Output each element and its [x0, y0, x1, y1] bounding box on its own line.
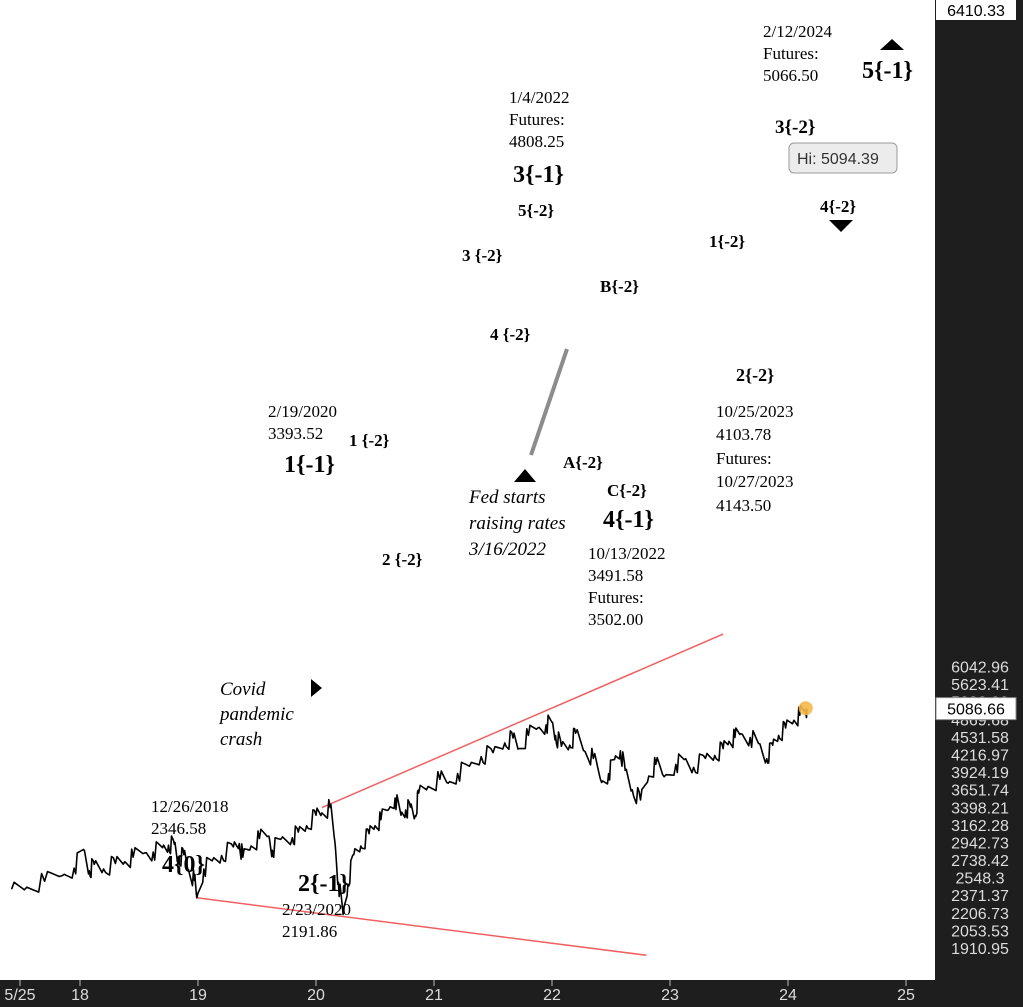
- annot-2-2-date: 10/25/2023: [716, 402, 793, 421]
- annot-4-1-date: 10/13/2022: [588, 544, 665, 563]
- fed-note-line1: Fed starts: [468, 487, 546, 508]
- annot-3-2-price: 5066.50: [763, 66, 818, 85]
- y-tick-label: 2548.3: [956, 871, 1005, 888]
- wave-label-4-0: 4{0}: [162, 852, 205, 878]
- annot-1-1-date: 2/19/2020: [268, 402, 337, 421]
- wave-label-b-2: B{-2}: [600, 277, 639, 296]
- y-axis-panel: [935, 0, 1023, 1007]
- annot-4-1-price: 3491.58: [588, 566, 643, 585]
- high-marker: [798, 701, 813, 716]
- wave-label-2-1: 2{-1}: [298, 871, 349, 897]
- y-axis-top-label: 6410.33: [947, 3, 1005, 20]
- y-tick-label: 3924.19: [951, 765, 1009, 782]
- x-tick-label: 18: [71, 987, 89, 1004]
- wave-label-2-2: 2{-2}: [736, 365, 774, 385]
- wave-label-3-2a: 3 {-2}: [462, 246, 503, 265]
- annot-2-1-price: 2191.86: [282, 922, 337, 941]
- x-tick-label: 19: [189, 987, 207, 1004]
- annot-3-2-date: 2/12/2024: [763, 22, 832, 41]
- annot-1-1-price: 3393.52: [268, 424, 323, 443]
- annot-4-1-futures: Futures:: [588, 588, 644, 607]
- y-tick-label: 6042.96: [951, 660, 1009, 677]
- target-down-arrow-icon: [829, 220, 853, 232]
- fed-note-line3: 3/16/2022: [468, 539, 547, 560]
- x-axis-ticks: 5/25 18 19 20 21 22 23 24 25: [4, 980, 915, 1004]
- covid-arrow-icon: [311, 679, 322, 697]
- x-tick-label: 20: [307, 987, 325, 1004]
- annot-2-2-fut-date: 10/27/2023: [716, 472, 793, 491]
- fed-pointer-line: [529, 348, 569, 456]
- covid-note-line2: pandemic: [218, 704, 294, 725]
- wave-label-4-2a: 4 {-2}: [490, 325, 531, 344]
- wave-label-3-2: 3{-2}: [775, 117, 815, 138]
- annot-2-2-fut-price: 4143.50: [716, 496, 771, 515]
- high-label: Hi: 5094.39: [797, 151, 879, 168]
- annot-2-2-futures: Futures:: [716, 449, 772, 468]
- wave-label-1-2b: 1{-2}: [709, 232, 745, 251]
- target-up-arrow-icon: [880, 39, 904, 50]
- covid-note-line3: crash: [220, 729, 262, 750]
- x-tick-label: 23: [661, 987, 679, 1004]
- wave-label-3-1: 3{-1}: [513, 162, 564, 188]
- y-tick-label: 2942.73: [951, 835, 1009, 852]
- y-tick-label: 5623.41: [951, 677, 1009, 694]
- fed-note-line2: raising rates: [469, 513, 566, 534]
- x-tick-label: 22: [543, 987, 561, 1004]
- annot-4-0-date: 12/26/2018: [151, 797, 228, 816]
- y-axis-top-box: 6410.33: [936, 0, 1016, 20]
- wave-label-c-2: C{-2}: [607, 481, 647, 500]
- x-tick-label: 5/25: [4, 987, 35, 1004]
- y-tick-label: 1910.95: [951, 941, 1009, 958]
- x-tick-label: 25: [897, 987, 915, 1004]
- y-tick-label: 4531.58: [951, 730, 1009, 747]
- last-price-label: 5086.66: [947, 702, 1005, 719]
- wave-label-1-2a: 1 {-2}: [349, 431, 390, 450]
- last-price-box: 5086.66: [935, 697, 1017, 721]
- trend-channel: [196, 633, 724, 957]
- y-tick-label: 3398.21: [951, 800, 1009, 817]
- y-tick-label: 2371.37: [951, 888, 1009, 905]
- y-tick-label: 2738.42: [951, 853, 1009, 870]
- annot-3-1-futures: Futures:: [509, 110, 565, 129]
- wave-label-a-2: A{-2}: [563, 453, 603, 472]
- wave-label-2-2a: 2 {-2}: [382, 550, 423, 569]
- covid-note-line1: Covid: [220, 679, 266, 700]
- annot-3-1-date: 1/4/2022: [509, 88, 569, 107]
- fed-arrow-icon: [514, 469, 536, 482]
- annot-3-2-futures: Futures:: [763, 44, 819, 63]
- x-axis-panel: [0, 980, 1023, 1007]
- y-tick-label: 2206.73: [951, 906, 1009, 923]
- x-tick-label: 21: [425, 987, 443, 1004]
- y-tick-label: 3162.28: [951, 818, 1009, 835]
- annot-2-2-price: 4103.78: [716, 425, 771, 444]
- wave-label-1-1: 1{-1}: [284, 452, 335, 478]
- y-tick-label: 4216.97: [951, 747, 1009, 764]
- plot-background: [0, 0, 935, 980]
- wave-label-5-2a: 5{-2}: [518, 201, 554, 220]
- annot-4-1-fut-price: 3502.00: [588, 610, 643, 629]
- channel-line-0: [321, 633, 724, 809]
- wave-label-5-1: 5{-1}: [862, 58, 913, 84]
- annot-3-1-price: 4808.25: [509, 132, 564, 151]
- wave-label-4-2b: 4{-2}: [820, 197, 856, 216]
- high-label-box: Hi: 5094.39: [788, 142, 898, 174]
- y-tick-label: 3651.74: [951, 783, 1009, 800]
- y-tick-label: 2053.53: [951, 923, 1009, 940]
- wave-label-4-1: 4{-1}: [603, 507, 654, 533]
- annot-2-1-date: 2/23/2020: [282, 900, 351, 919]
- price-series-line: [10, 704, 808, 916]
- annot-4-0-price: 2346.58: [151, 819, 206, 838]
- x-tick-label: 24: [779, 987, 797, 1004]
- channel-line-1: [196, 897, 647, 957]
